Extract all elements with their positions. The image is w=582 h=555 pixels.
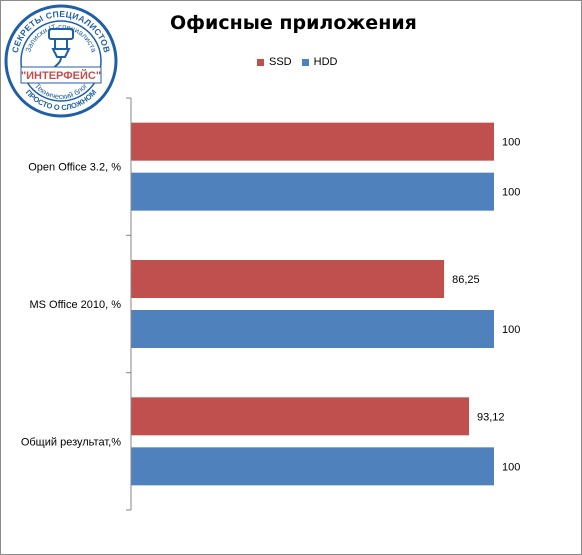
logo-name: "ИНТЕРФЕЙС"	[21, 69, 101, 82]
chart-legend: SSD HDD	[257, 56, 347, 68]
logo-inner-ring	[20, 20, 102, 102]
legend-label-ssd: SSD	[269, 56, 292, 68]
logo-name-band	[20, 66, 102, 84]
chart-title: Офисные приложения	[170, 12, 417, 34]
legend-label-hdd: HDD	[313, 56, 338, 68]
legend-item-ssd: SSD	[257, 56, 292, 68]
legend-item-hdd: HDD	[301, 56, 338, 68]
legend-swatch-ssd	[257, 58, 264, 66]
interface-logo-seal: СЕКРЕТЫ СПЕЦИАЛИСТОВ Записки IT-специали…	[4, 4, 118, 118]
legend-swatch-hdd	[301, 58, 309, 66]
